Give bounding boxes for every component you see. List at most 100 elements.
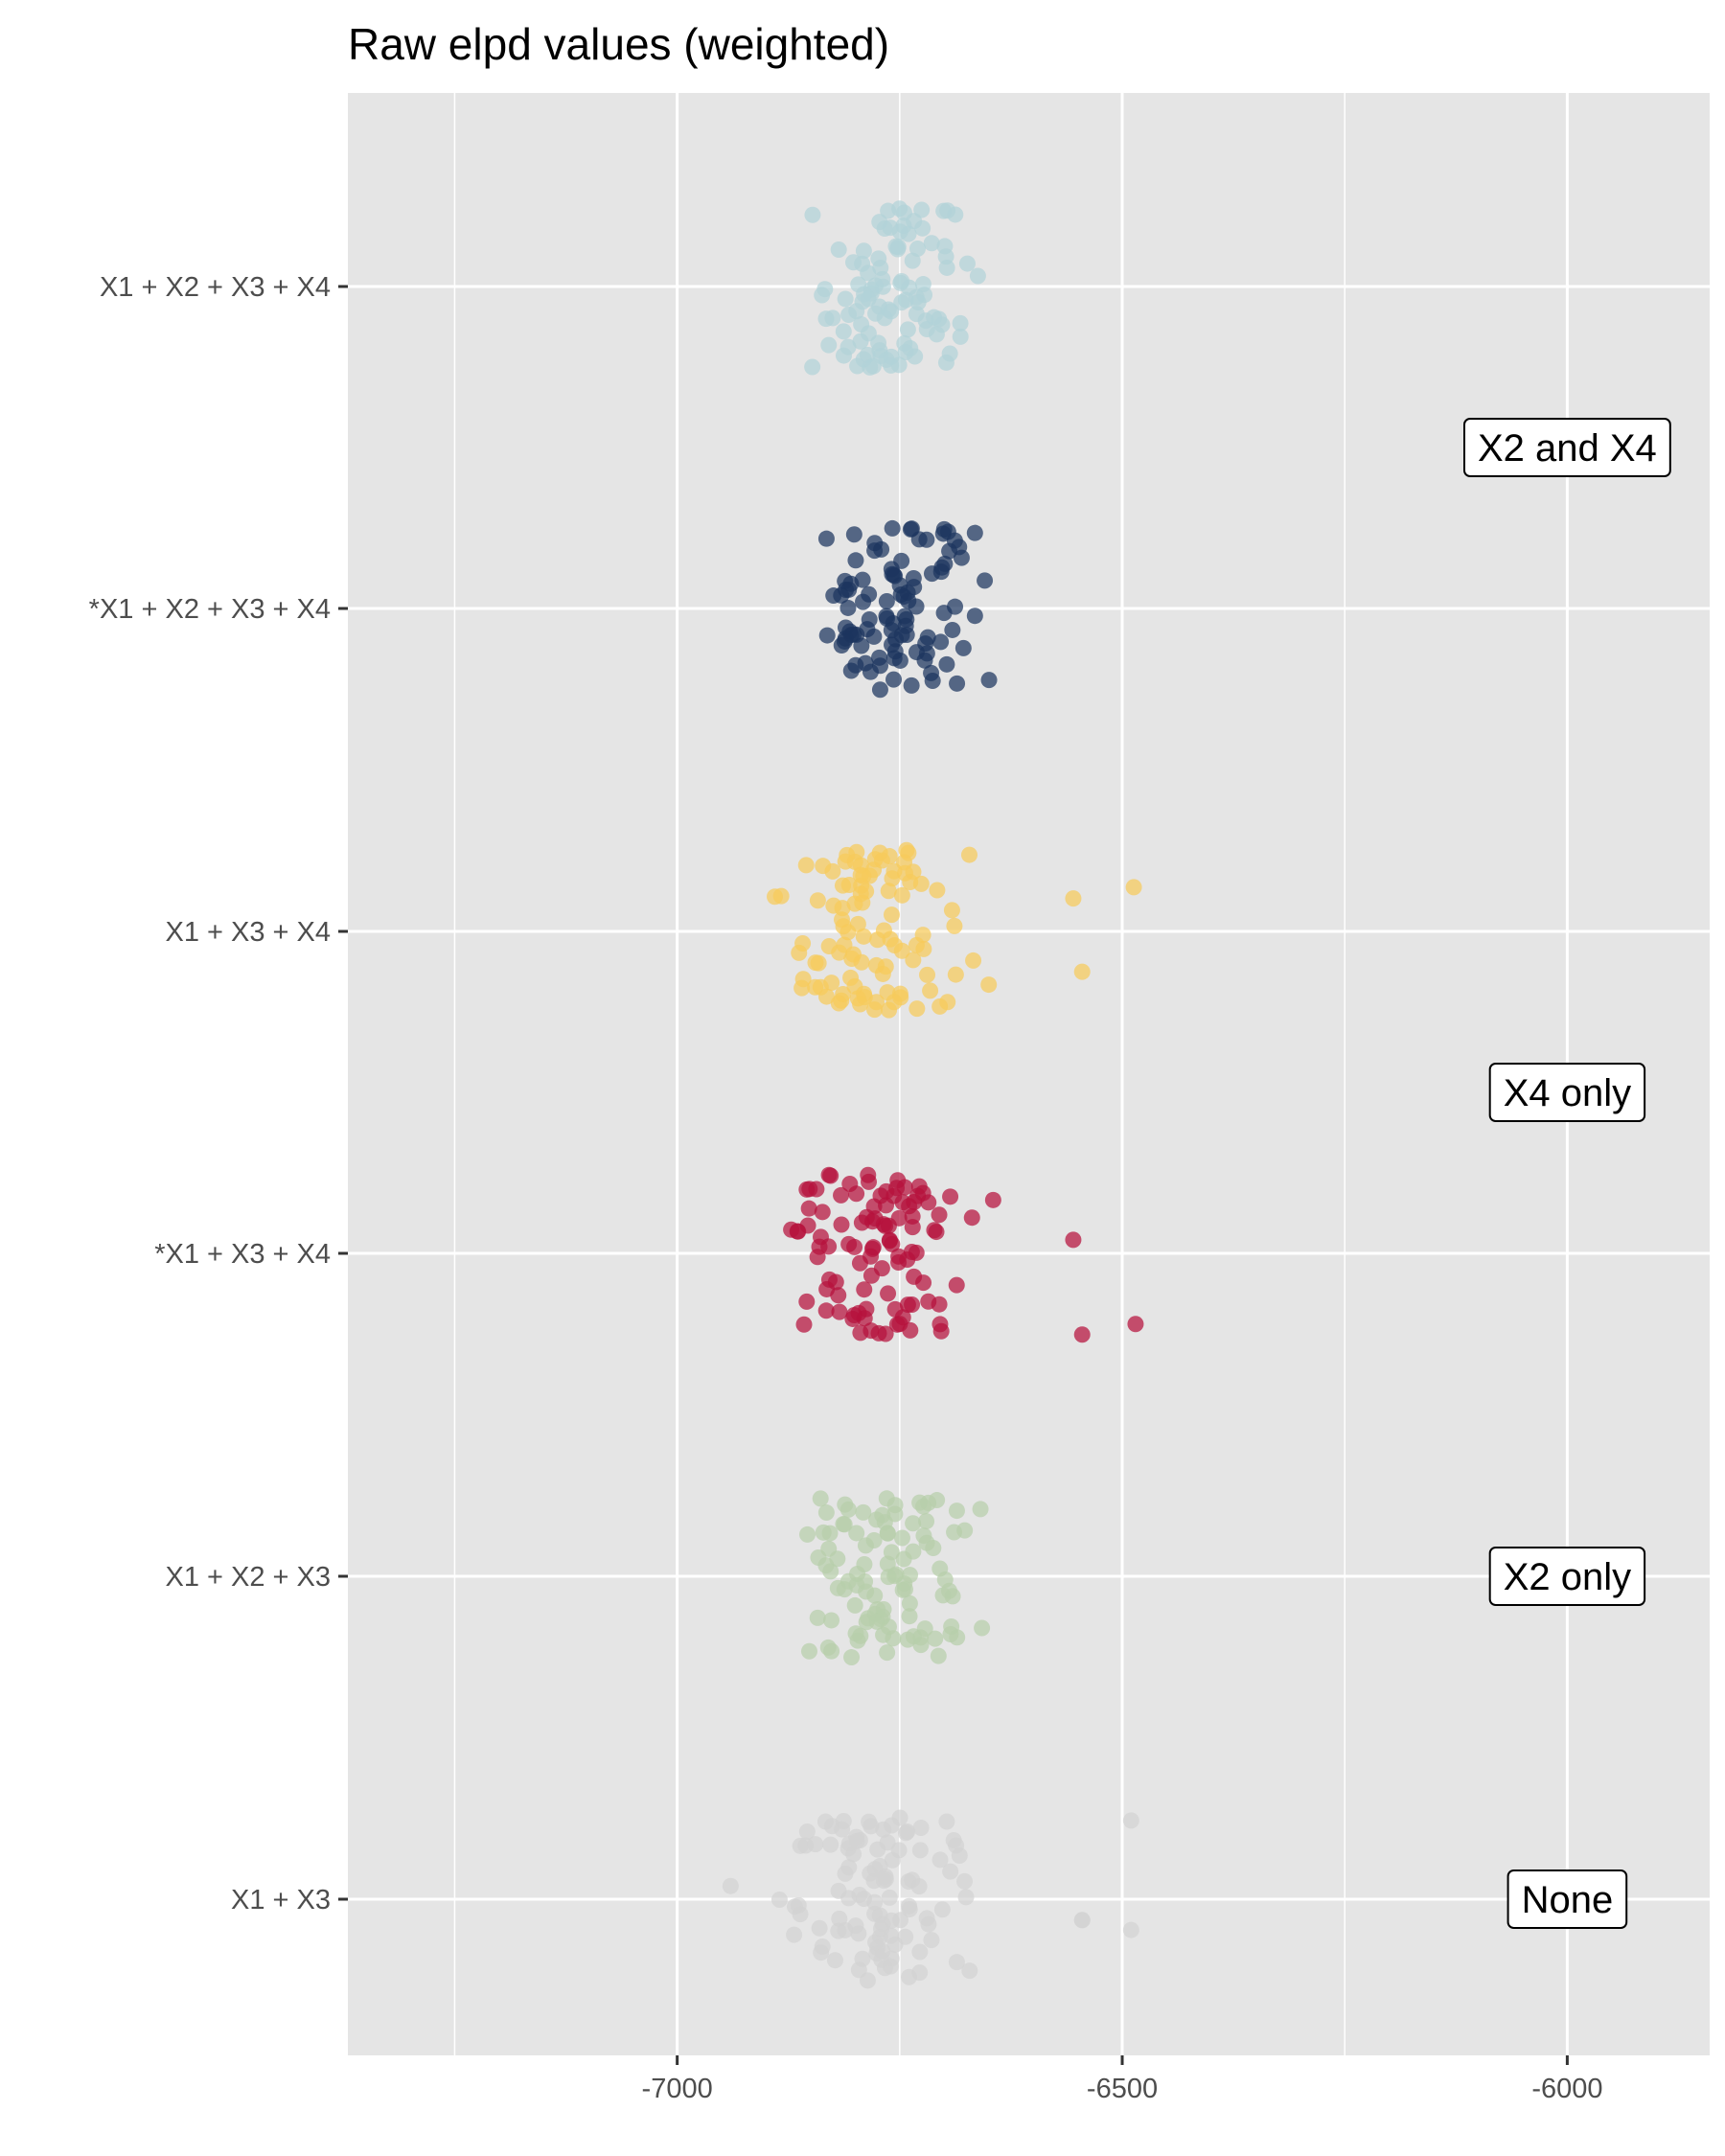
data-point (867, 1934, 885, 1951)
data-point (903, 520, 920, 538)
data-point (798, 1823, 816, 1840)
data-point (908, 1000, 926, 1018)
data-point (863, 1213, 881, 1230)
y-tick-label: *X1 + X3 + X4 (154, 1239, 331, 1270)
data-point (926, 309, 943, 326)
data-point (881, 1001, 898, 1019)
data-point (854, 1950, 871, 1967)
data-point (842, 969, 860, 986)
data-point (1073, 1326, 1091, 1343)
annotation-label: X2 and X4 (1462, 418, 1671, 477)
data-point (918, 1513, 935, 1530)
data-point (877, 1325, 894, 1342)
data-point (857, 1573, 874, 1591)
data-point (819, 1639, 837, 1656)
data-point (833, 637, 850, 654)
data-point (930, 1647, 947, 1664)
data-point (907, 348, 924, 365)
data-point (895, 1550, 912, 1568)
data-point (875, 1600, 892, 1617)
data-point (835, 323, 852, 340)
data-point (722, 1877, 739, 1894)
data-point (887, 631, 905, 648)
data-point (830, 241, 847, 258)
data-point (908, 306, 925, 323)
data-point (1122, 1921, 1139, 1938)
annotation-text: X2 and X4 (1478, 427, 1657, 470)
data-point (809, 892, 826, 909)
data-point (883, 356, 900, 374)
data-point (840, 338, 857, 356)
data-point (862, 1865, 879, 1882)
data-point (878, 608, 895, 625)
data-point (1127, 1316, 1144, 1333)
data-point (852, 1627, 869, 1644)
data-point (1125, 879, 1142, 896)
data-point (947, 206, 964, 223)
data-point (944, 621, 961, 638)
data-point (801, 1181, 818, 1198)
data-point (891, 1316, 908, 1333)
data-point (856, 286, 873, 303)
data-point (942, 1863, 959, 1880)
data-point (865, 861, 883, 879)
data-point (840, 306, 858, 323)
data-point (830, 1882, 847, 1899)
data-point (900, 592, 917, 609)
data-point (911, 1842, 929, 1859)
data-point (903, 677, 920, 694)
annotation-box (1488, 1063, 1646, 1122)
data-point (795, 1316, 813, 1333)
data-point (960, 846, 978, 863)
data-point (836, 936, 853, 953)
data-point (923, 1932, 940, 1949)
data-point (882, 930, 899, 948)
data-point (836, 1516, 853, 1533)
data-point (820, 1271, 838, 1288)
data-point (941, 345, 958, 362)
data-point (815, 1524, 832, 1541)
data-point (866, 535, 884, 552)
data-point (929, 882, 946, 899)
data-point (928, 326, 945, 343)
data-point (896, 1179, 913, 1196)
x-tick-label: -6500 (1087, 2074, 1158, 2104)
data-point (889, 239, 907, 256)
data-point (866, 1587, 884, 1604)
data-point (900, 844, 917, 861)
data-point (900, 225, 917, 242)
data-point (871, 681, 888, 699)
data-point (846, 1596, 863, 1614)
data-point (932, 1851, 949, 1869)
data-point (799, 1525, 816, 1543)
data-point (951, 539, 968, 556)
data-point (800, 1200, 817, 1217)
data-points (722, 200, 1144, 1989)
data-point (878, 1490, 895, 1507)
data-point (878, 592, 895, 609)
data-point (901, 1901, 918, 1918)
data-point (905, 952, 922, 969)
annotation-label: X2 only (1488, 1547, 1646, 1606)
data-point (842, 662, 860, 679)
data-point (891, 200, 908, 218)
data-point (818, 627, 836, 644)
data-point (839, 846, 856, 863)
data-point (918, 531, 935, 548)
data-point (856, 1281, 873, 1298)
data-point (969, 267, 986, 285)
data-point (972, 1501, 989, 1518)
data-point (812, 978, 829, 996)
data-point (825, 897, 842, 914)
data-point (909, 1187, 927, 1204)
data-point (899, 1296, 916, 1314)
data-point (880, 301, 897, 318)
y-tick-label: X1 + X3 (231, 1885, 331, 1915)
data-point (799, 1217, 816, 1234)
data-point (927, 1630, 944, 1647)
data-point (848, 1185, 865, 1203)
data-point (932, 563, 950, 581)
data-point (957, 1889, 975, 1906)
data-point (858, 1300, 875, 1318)
data-point (882, 219, 899, 237)
